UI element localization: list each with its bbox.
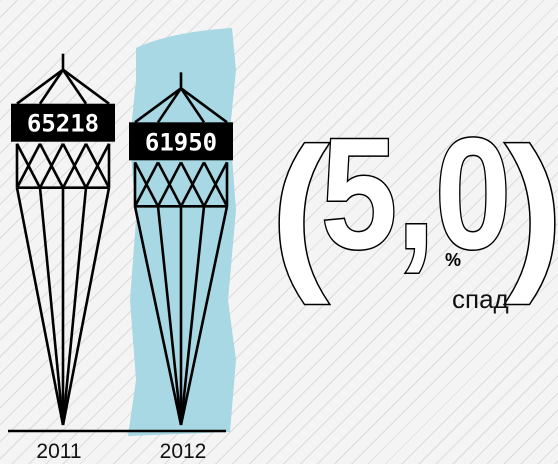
- column-2011-rib-1: [38, 187, 65, 426]
- column-2012-rib-0: [133, 206, 183, 426]
- column-2011-lattice-b2: [61, 143, 88, 189]
- column-2011-lattice-b1: [38, 143, 65, 189]
- column-2012-lattice-b2: [179, 161, 206, 207]
- decline-label: спад: [452, 284, 509, 314]
- column-2012-lattice-b1: [156, 161, 183, 207]
- column-2012-lattice-b0: [133, 161, 160, 207]
- change-open-paren: (: [271, 113, 329, 305]
- column-2011-roof-rib-0: [38, 68, 65, 105]
- column-2012-value-label: 61950: [145, 128, 217, 156]
- column-2012-rib-3: [179, 206, 206, 426]
- column-2011-rib-3: [61, 187, 88, 426]
- change-value: 5,0: [321, 106, 511, 282]
- change-close-paren: ): [505, 113, 558, 305]
- column-2011-lattice-b3: [84, 143, 111, 189]
- column-2012-lattice-b3: [202, 161, 229, 207]
- column-2012-roof-rib-1: [179, 87, 206, 124]
- column-2011-roof: [16, 68, 110, 105]
- column-2011-lattice-b0: [15, 143, 42, 189]
- column-2012-label-box: [129, 122, 233, 161]
- column-2011-label-box: [11, 103, 115, 142]
- column-2012-roof-rib-0: [156, 87, 183, 124]
- percent-sign: %: [445, 250, 462, 270]
- x-tick-2012: 2012: [160, 440, 207, 463]
- column-2011-rib-4: [61, 187, 111, 426]
- column-2011-rib-0: [15, 187, 65, 426]
- x-tick-2011: 2011: [36, 440, 81, 463]
- column-2012-rib-4: [179, 206, 229, 426]
- column-2011-value-label: 65218: [27, 110, 99, 138]
- column-2011-roof-rib-1: [61, 68, 88, 105]
- column-2012-rib-1: [156, 206, 183, 426]
